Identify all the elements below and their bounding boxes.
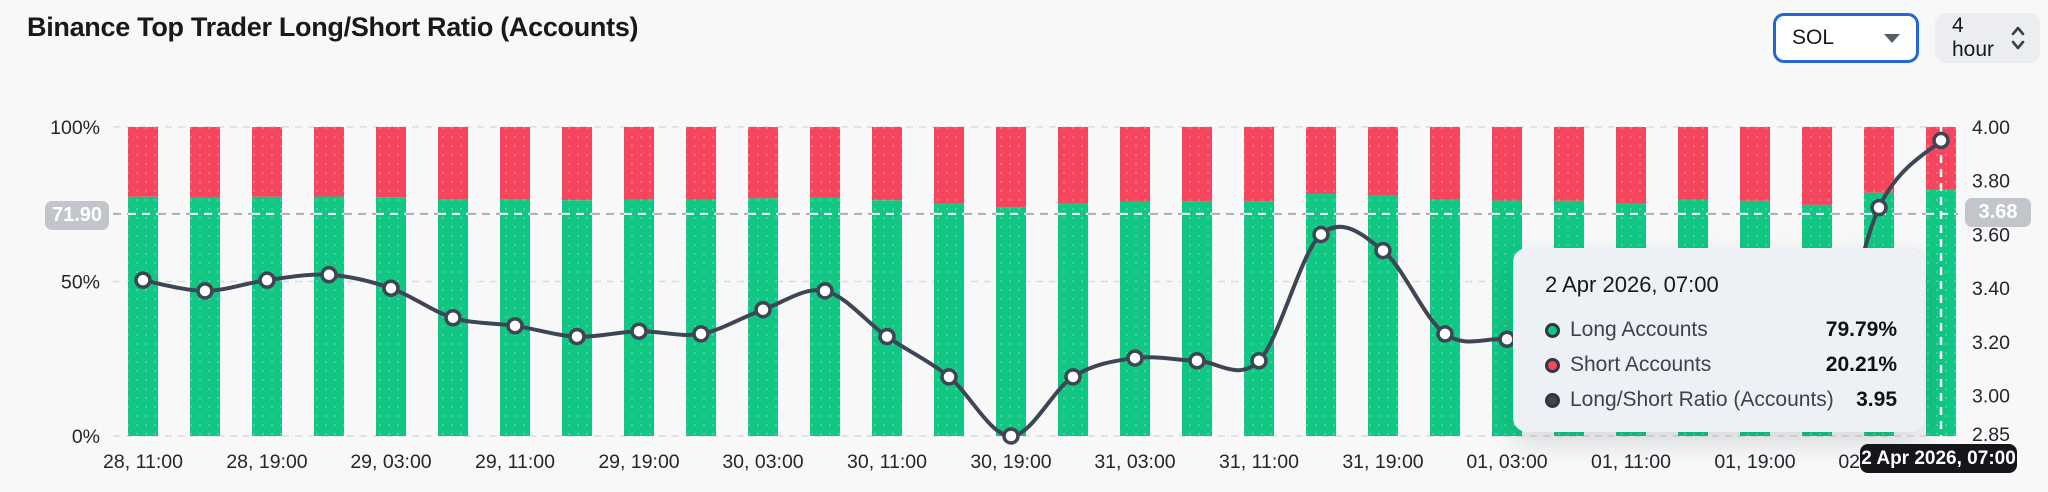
y-axis-left-tick: 0% bbox=[72, 426, 100, 448]
crosshair-date-badge: 2 Apr 2026, 07:00 bbox=[1860, 444, 2017, 473]
tooltip-row-ratio: Long/Short Ratio (Accounts) 3.95 bbox=[1545, 388, 1897, 412]
tooltip-row-long: Long Accounts 79.79% bbox=[1545, 318, 1897, 342]
ratio-marker[interactable] bbox=[1436, 325, 1454, 343]
short-accounts-dot-icon bbox=[1545, 357, 1560, 373]
x-axis-tick: 30, 11:00 bbox=[847, 451, 927, 473]
ratio-marker[interactable] bbox=[1498, 330, 1516, 349]
ratio-marker[interactable] bbox=[1188, 352, 1206, 370]
x-axis-tick: 01, 19:00 bbox=[1714, 451, 1795, 473]
interval-select[interactable]: 4 hour bbox=[1935, 13, 2040, 63]
x-axis-tick: 01, 03:00 bbox=[1466, 451, 1547, 473]
x-axis-tick: 30, 19:00 bbox=[970, 451, 1051, 473]
y-axis-left-tick: 100% bbox=[50, 117, 100, 139]
ratio-marker[interactable] bbox=[196, 282, 214, 300]
symbol-select[interactable]: SOL bbox=[1773, 13, 1919, 63]
y-axis-right-tick: 3.00 bbox=[1972, 386, 2010, 408]
x-axis-tick: 31, 19:00 bbox=[1342, 451, 1423, 473]
ratio-marker[interactable] bbox=[816, 282, 834, 300]
ratio-marker[interactable] bbox=[1002, 427, 1020, 445]
ratio-marker[interactable] bbox=[754, 300, 772, 319]
ratio-marker[interactable] bbox=[320, 266, 338, 284]
interval-select-value: 4 hour bbox=[1952, 14, 1995, 61]
ratio-marker[interactable] bbox=[1932, 131, 1950, 150]
ratio-marker[interactable] bbox=[568, 327, 586, 346]
x-axis-tick: 01, 11:00 bbox=[1591, 451, 1671, 473]
ratio-marker[interactable] bbox=[1250, 352, 1268, 370]
ratio-marker[interactable] bbox=[258, 271, 276, 289]
symbol-select-value: SOL bbox=[1792, 26, 1835, 49]
x-axis-tick: 29, 19:00 bbox=[598, 451, 679, 473]
ratio-marker[interactable] bbox=[506, 317, 524, 335]
ratio-dot-icon bbox=[1545, 392, 1560, 408]
ratio-marker[interactable] bbox=[444, 309, 462, 327]
ratio-marker[interactable] bbox=[1126, 349, 1144, 367]
ratio-marker[interactable] bbox=[878, 327, 896, 346]
y-axis-left-tick: 50% bbox=[61, 272, 100, 294]
crosshair-right-axis-badge: 3.68 bbox=[1965, 198, 2031, 227]
ratio-marker[interactable] bbox=[1374, 241, 1392, 260]
ratio-marker[interactable] bbox=[1064, 368, 1082, 386]
x-axis-tick: 31, 11:00 bbox=[1219, 451, 1299, 473]
x-axis-tick: 28, 11:00 bbox=[103, 451, 183, 473]
chart-tooltip: 2 Apr 2026, 07:00 Long Accounts 79.79% S… bbox=[1513, 248, 1925, 432]
ratio-marker[interactable] bbox=[134, 271, 152, 289]
tooltip-date: 2 Apr 2026, 07:00 bbox=[1545, 272, 1719, 297]
ratio-marker[interactable] bbox=[382, 279, 400, 297]
x-axis-tick: 28, 19:00 bbox=[226, 451, 307, 473]
ratio-marker[interactable] bbox=[630, 322, 648, 340]
chevron-down-icon bbox=[1884, 33, 1900, 43]
ratio-marker[interactable] bbox=[1870, 198, 1888, 217]
ratio-marker[interactable] bbox=[1312, 225, 1330, 244]
x-axis-tick: 30, 03:00 bbox=[722, 451, 803, 473]
y-axis-right-tick: 4.00 bbox=[1972, 117, 2010, 139]
x-axis-tick: 29, 03:00 bbox=[350, 451, 431, 473]
ratio-marker[interactable] bbox=[940, 368, 958, 386]
page-title: Binance Top Trader Long/Short Ratio (Acc… bbox=[27, 12, 639, 42]
x-axis-tick: 31, 03:00 bbox=[1094, 451, 1175, 473]
long-accounts-dot-icon bbox=[1545, 322, 1560, 338]
ratio-marker[interactable] bbox=[692, 325, 710, 343]
y-axis-right-tick: 3.60 bbox=[1972, 224, 2010, 246]
y-axis-right-tick: 3.20 bbox=[1972, 332, 2010, 354]
up-down-chevrons-icon bbox=[2010, 24, 2026, 52]
crosshair-left-axis-badge: 71.90 bbox=[45, 201, 109, 230]
y-axis-right-tick: 3.40 bbox=[1972, 278, 2010, 300]
x-axis-tick: 29, 11:00 bbox=[475, 451, 555, 473]
y-axis-right-tick: 2.85 bbox=[1972, 424, 2010, 446]
y-axis-right-tick: 3.80 bbox=[1972, 171, 2010, 193]
tooltip-row-short: Short Accounts 20.21% bbox=[1545, 353, 1897, 377]
